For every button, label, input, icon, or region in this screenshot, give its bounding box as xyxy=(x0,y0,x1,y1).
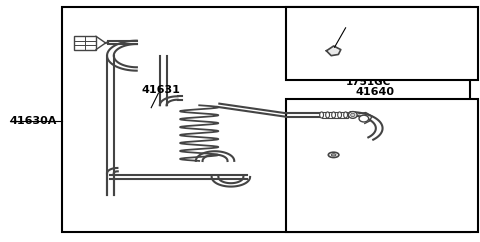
Text: 41631: 41631 xyxy=(142,84,180,95)
Ellipse shape xyxy=(348,112,357,118)
Ellipse shape xyxy=(325,112,330,118)
Ellipse shape xyxy=(350,113,355,117)
Bar xyxy=(74,36,96,50)
Ellipse shape xyxy=(344,112,348,118)
Ellipse shape xyxy=(332,112,336,118)
Ellipse shape xyxy=(328,152,339,158)
Ellipse shape xyxy=(331,154,336,156)
Text: 41712A: 41712A xyxy=(307,68,355,78)
Text: 1751GC: 1751GC xyxy=(317,178,365,188)
Text: 58727B: 58727B xyxy=(300,13,347,23)
Ellipse shape xyxy=(359,115,369,122)
Bar xyxy=(62,7,470,232)
Ellipse shape xyxy=(338,112,342,118)
Bar xyxy=(322,112,348,118)
Ellipse shape xyxy=(320,112,324,118)
Text: 41630A: 41630A xyxy=(10,116,57,126)
Text: 41640: 41640 xyxy=(355,87,394,97)
Bar xyxy=(286,99,478,232)
Text: 1751GC: 1751GC xyxy=(346,77,391,87)
Polygon shape xyxy=(326,46,341,56)
Bar xyxy=(286,7,478,80)
